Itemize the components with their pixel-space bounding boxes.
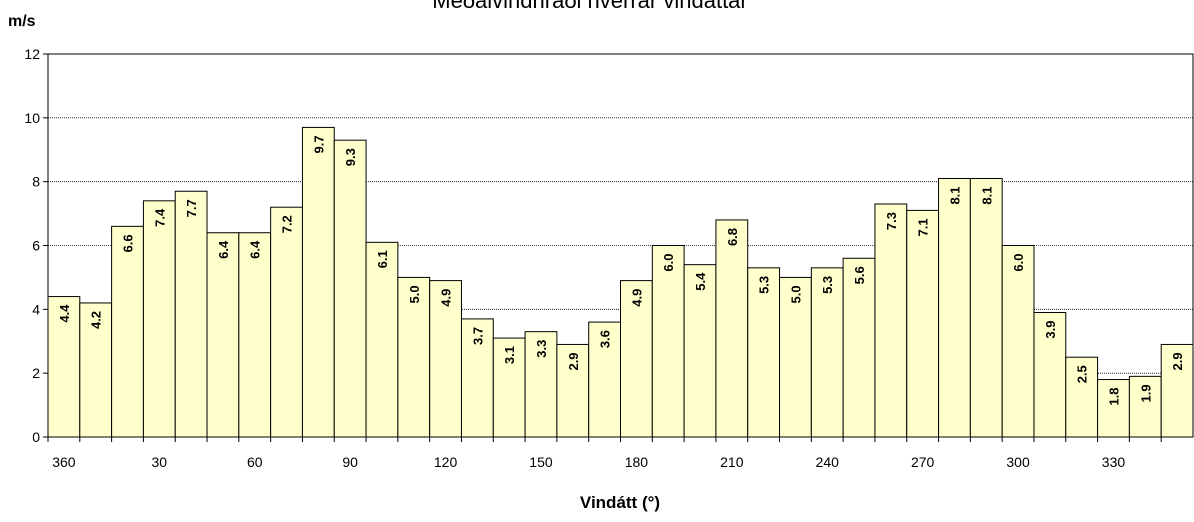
value-label: 1.9	[1138, 384, 1153, 402]
bar	[365, 241, 399, 438]
value-label: 3.7	[470, 327, 485, 345]
value-label: 9.3	[343, 148, 358, 166]
y-tick-label: 4	[32, 301, 40, 317]
value-label: 3.1	[502, 346, 517, 364]
bar	[810, 267, 844, 438]
bar	[1065, 356, 1099, 438]
bar	[333, 139, 367, 438]
bar	[111, 225, 144, 438]
value-label: 5.3	[757, 276, 772, 294]
bar	[651, 245, 685, 438]
y-axis-label: m/s	[8, 13, 36, 30]
x-tick-label: 150	[529, 454, 553, 470]
value-label: 6.8	[725, 228, 740, 246]
bar	[524, 331, 558, 438]
bar	[779, 276, 812, 438]
x-tick-label: 120	[434, 454, 458, 470]
bar	[874, 203, 908, 438]
bar	[556, 343, 590, 438]
x-tick-label: 30	[152, 454, 168, 470]
bar	[142, 200, 176, 438]
value-label: 7.3	[884, 212, 899, 230]
bar	[206, 232, 240, 438]
chart-title: Meðalvindhraði hverrar vindáttar	[432, 0, 748, 13]
value-label: 7.4	[152, 208, 167, 227]
value-label: 2.5	[1075, 365, 1090, 383]
bar	[238, 232, 272, 438]
bar	[301, 126, 335, 438]
x-tick-label: 360	[52, 454, 76, 470]
bar	[270, 206, 303, 438]
bar	[174, 190, 208, 438]
y-tick-label: 0	[32, 429, 40, 445]
value-label: 5.0	[407, 285, 422, 303]
x-tick-label: 90	[342, 454, 358, 470]
value-label: 2.9	[566, 352, 581, 370]
value-label: 2.9	[1170, 352, 1185, 370]
value-label: 4.9	[439, 289, 454, 307]
bar	[1097, 379, 1130, 438]
value-label: 6.1	[375, 250, 390, 268]
value-label: 5.4	[693, 272, 708, 291]
x-tick-label: 240	[816, 454, 840, 470]
bar	[79, 302, 113, 438]
value-label: 1.8	[1106, 388, 1121, 406]
bar	[1033, 312, 1067, 438]
bar	[938, 177, 971, 438]
value-label: 6.0	[661, 254, 676, 272]
value-label: 6.4	[216, 240, 231, 259]
bar	[842, 257, 876, 438]
bar	[969, 177, 1003, 438]
bar	[1001, 245, 1035, 438]
value-label: 5.3	[820, 276, 835, 294]
y-tick-label: 2	[32, 365, 40, 381]
x-tick-label: 330	[1102, 454, 1126, 470]
y-tick-label: 10	[24, 110, 40, 126]
bar	[460, 318, 494, 438]
value-label: 4.9	[629, 289, 644, 307]
value-label: 6.6	[121, 234, 136, 252]
y-tick-label: 6	[32, 238, 40, 254]
x-tick-label: 210	[720, 454, 744, 470]
y-tick-label: 8	[32, 174, 40, 190]
value-label: 7.7	[184, 199, 199, 217]
x-tick-label: 60	[247, 454, 263, 470]
x-tick-label: 180	[625, 454, 649, 470]
bar	[620, 280, 653, 438]
value-label: 5.0	[788, 285, 803, 303]
value-label: 4.2	[89, 311, 104, 329]
value-label: 8.1	[979, 186, 994, 204]
value-label: 9.7	[311, 135, 326, 153]
value-label: 6.4	[248, 240, 263, 259]
bar	[747, 267, 781, 438]
value-label: 6.0	[1011, 254, 1026, 272]
bar	[492, 337, 526, 438]
x-tick-label: 300	[1006, 454, 1030, 470]
x-tick-label: 270	[911, 454, 935, 470]
bar	[1128, 375, 1162, 438]
value-label: 5.6	[852, 266, 867, 284]
x-axis-label: Vindátt (°)	[580, 493, 660, 512]
value-label: 7.1	[916, 218, 931, 236]
value-label: 4.4	[57, 304, 72, 323]
bar	[715, 219, 749, 438]
value-label: 3.6	[598, 330, 613, 348]
value-label: 8.1	[947, 186, 962, 204]
value-label: 7.2	[280, 215, 295, 233]
value-label: 3.9	[1043, 321, 1058, 339]
y-tick-label: 12	[24, 46, 40, 62]
bar	[397, 276, 431, 438]
bar	[1160, 343, 1194, 438]
bar	[906, 209, 940, 438]
value-label: 3.3	[534, 340, 549, 358]
bar	[47, 296, 81, 438]
